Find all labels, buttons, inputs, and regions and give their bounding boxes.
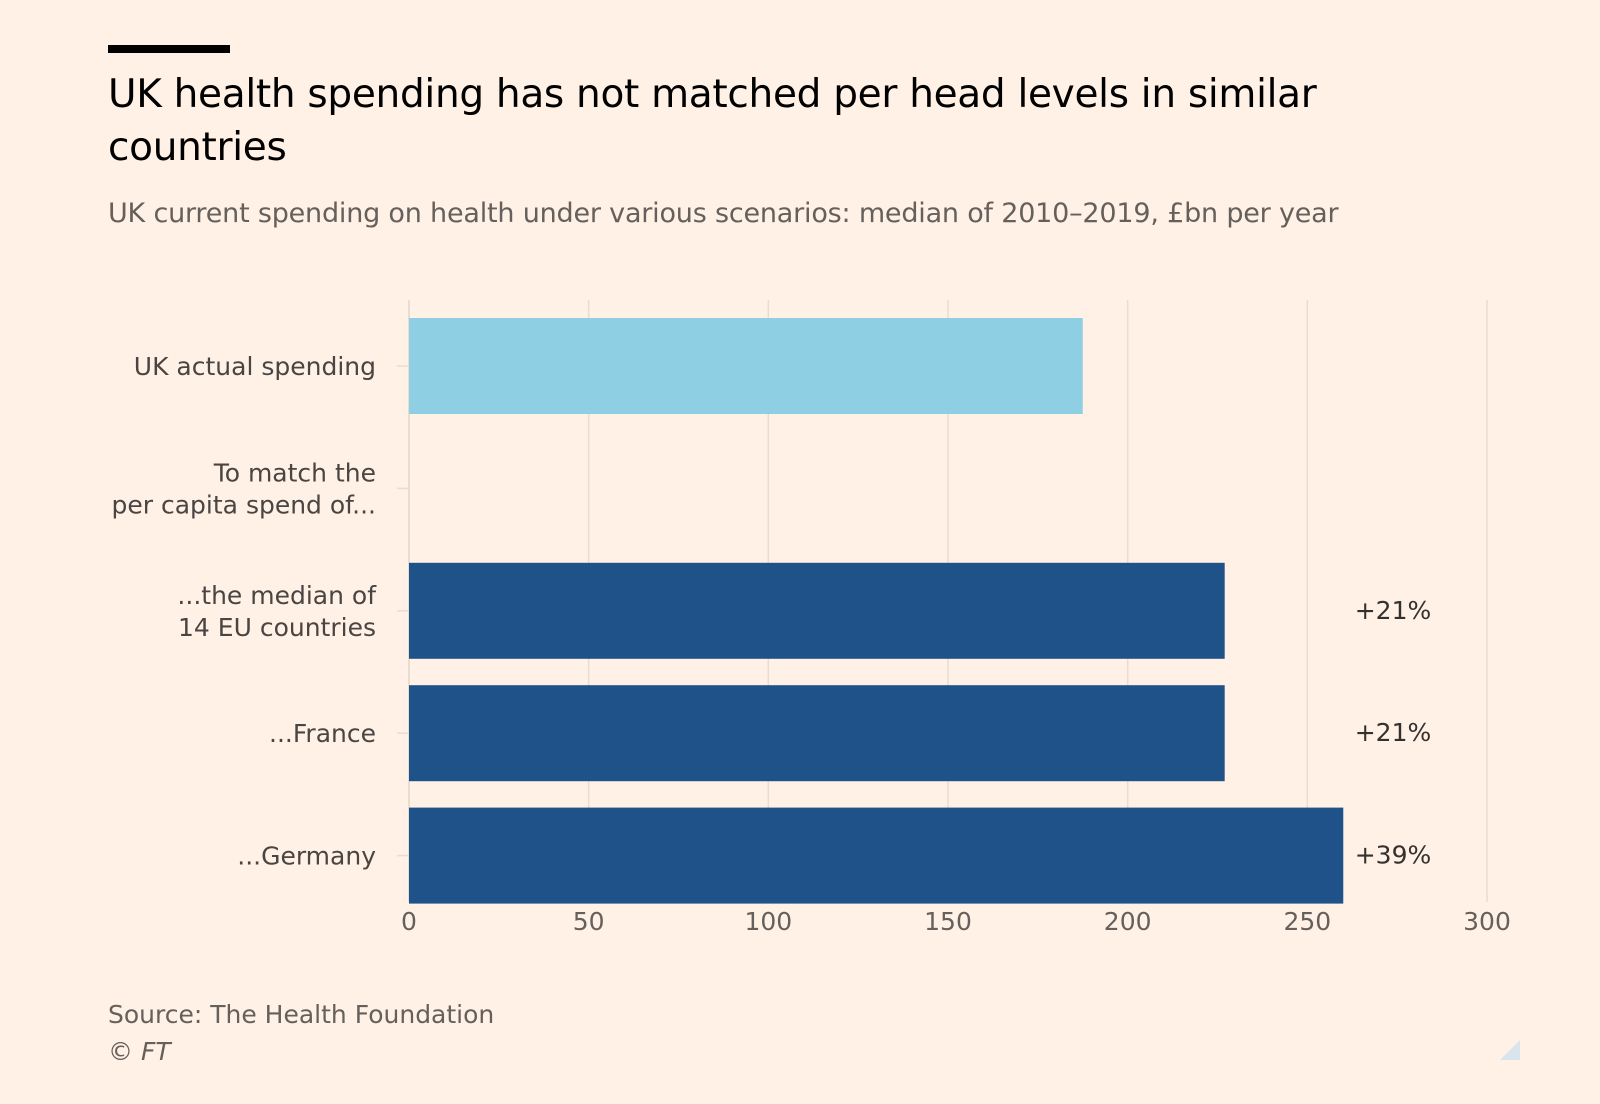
copyright-note: © FT	[108, 1037, 171, 1066]
resize-corner-icon	[1500, 1040, 1520, 1060]
chart-title: UK health spending has not matched per h…	[108, 72, 1317, 170]
category-label: 14 EU countries	[178, 613, 376, 642]
category-label: per capita spend of...	[112, 490, 376, 519]
bar	[409, 685, 1225, 782]
bars	[409, 318, 1344, 904]
x-tick-label: 300	[1463, 907, 1511, 936]
bar	[409, 562, 1225, 659]
data-label: +21%	[1355, 596, 1432, 625]
x-tick-label: 250	[1283, 907, 1331, 936]
bar-chart: 0 50 100 150 200 250 300 UK actual spending To m…	[112, 300, 1511, 936]
labels: 0 50 100 150 200 250 300 UK actual spending To m…	[112, 352, 1511, 936]
source-note: Source: The Health Foundation	[108, 1000, 495, 1029]
category-label: ...France	[269, 719, 376, 748]
x-tick-label: 200	[1104, 907, 1152, 936]
data-label: +21%	[1355, 718, 1432, 747]
x-tick-label: 50	[573, 907, 605, 936]
title-accent-bar	[108, 45, 230, 53]
x-tick-label: 0	[401, 907, 417, 936]
bar	[409, 807, 1344, 904]
category-label: ...Germany	[237, 842, 376, 871]
category-label: UK actual spending	[134, 352, 376, 381]
data-label: +39%	[1355, 841, 1432, 870]
bar	[409, 318, 1083, 414]
category-label: ...the median of	[177, 581, 377, 610]
x-tick-label: 150	[924, 907, 972, 936]
x-tick-label: 100	[744, 907, 792, 936]
category-label: To match the	[213, 458, 376, 487]
chart-subtitle: UK current spending on health under vari…	[108, 198, 1339, 229]
